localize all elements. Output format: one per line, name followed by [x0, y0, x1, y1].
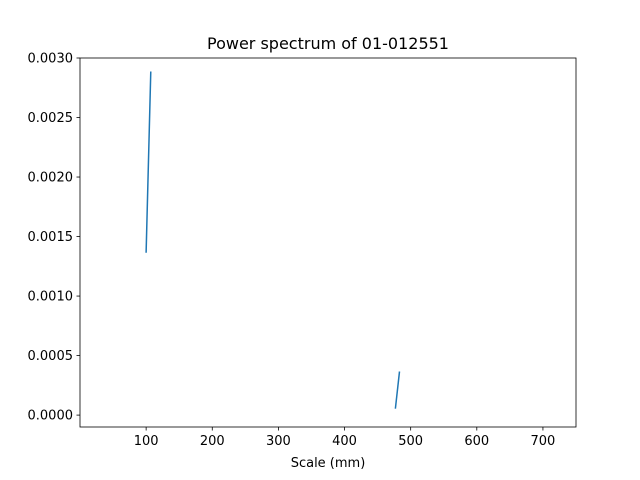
plot-frame: [79, 57, 577, 428]
x-tick-label: 500: [398, 434, 423, 449]
series-line-2: [394, 371, 401, 409]
plot-background: [80, 58, 576, 427]
y-tick-label: 0.0010: [28, 290, 74, 305]
x-tick-label: 600: [464, 434, 489, 449]
y-axis: 0.0000 0.0005 0.0010 0.0015 0.0020 0.0025 0.00…: [28, 52, 80, 424]
x-tick-label: 400: [332, 434, 357, 449]
y-tick-label: 0.0005: [28, 349, 74, 364]
x-tick-label: 700: [531, 434, 556, 449]
chart-title: Power spectrum of 01-012551: [207, 34, 449, 53]
x-axis: 100 200 300 400 500 600 700: [134, 427, 556, 449]
x-tick-label: 300: [266, 434, 291, 449]
x-axis-label: Scale (mm): [291, 456, 366, 471]
y-tick-label: 0.0025: [28, 111, 74, 126]
y-tick-label: 0.0020: [28, 171, 74, 186]
y-tick-label: 0.0000: [28, 409, 74, 424]
x-tick-label: 100: [134, 434, 159, 449]
plot-area: [79, 57, 577, 428]
series-line-1: [145, 71, 152, 253]
y-tick-label: 0.0015: [28, 230, 74, 245]
y-tick-label: 0.0030: [28, 52, 74, 67]
x-tick-label: 200: [200, 434, 225, 449]
